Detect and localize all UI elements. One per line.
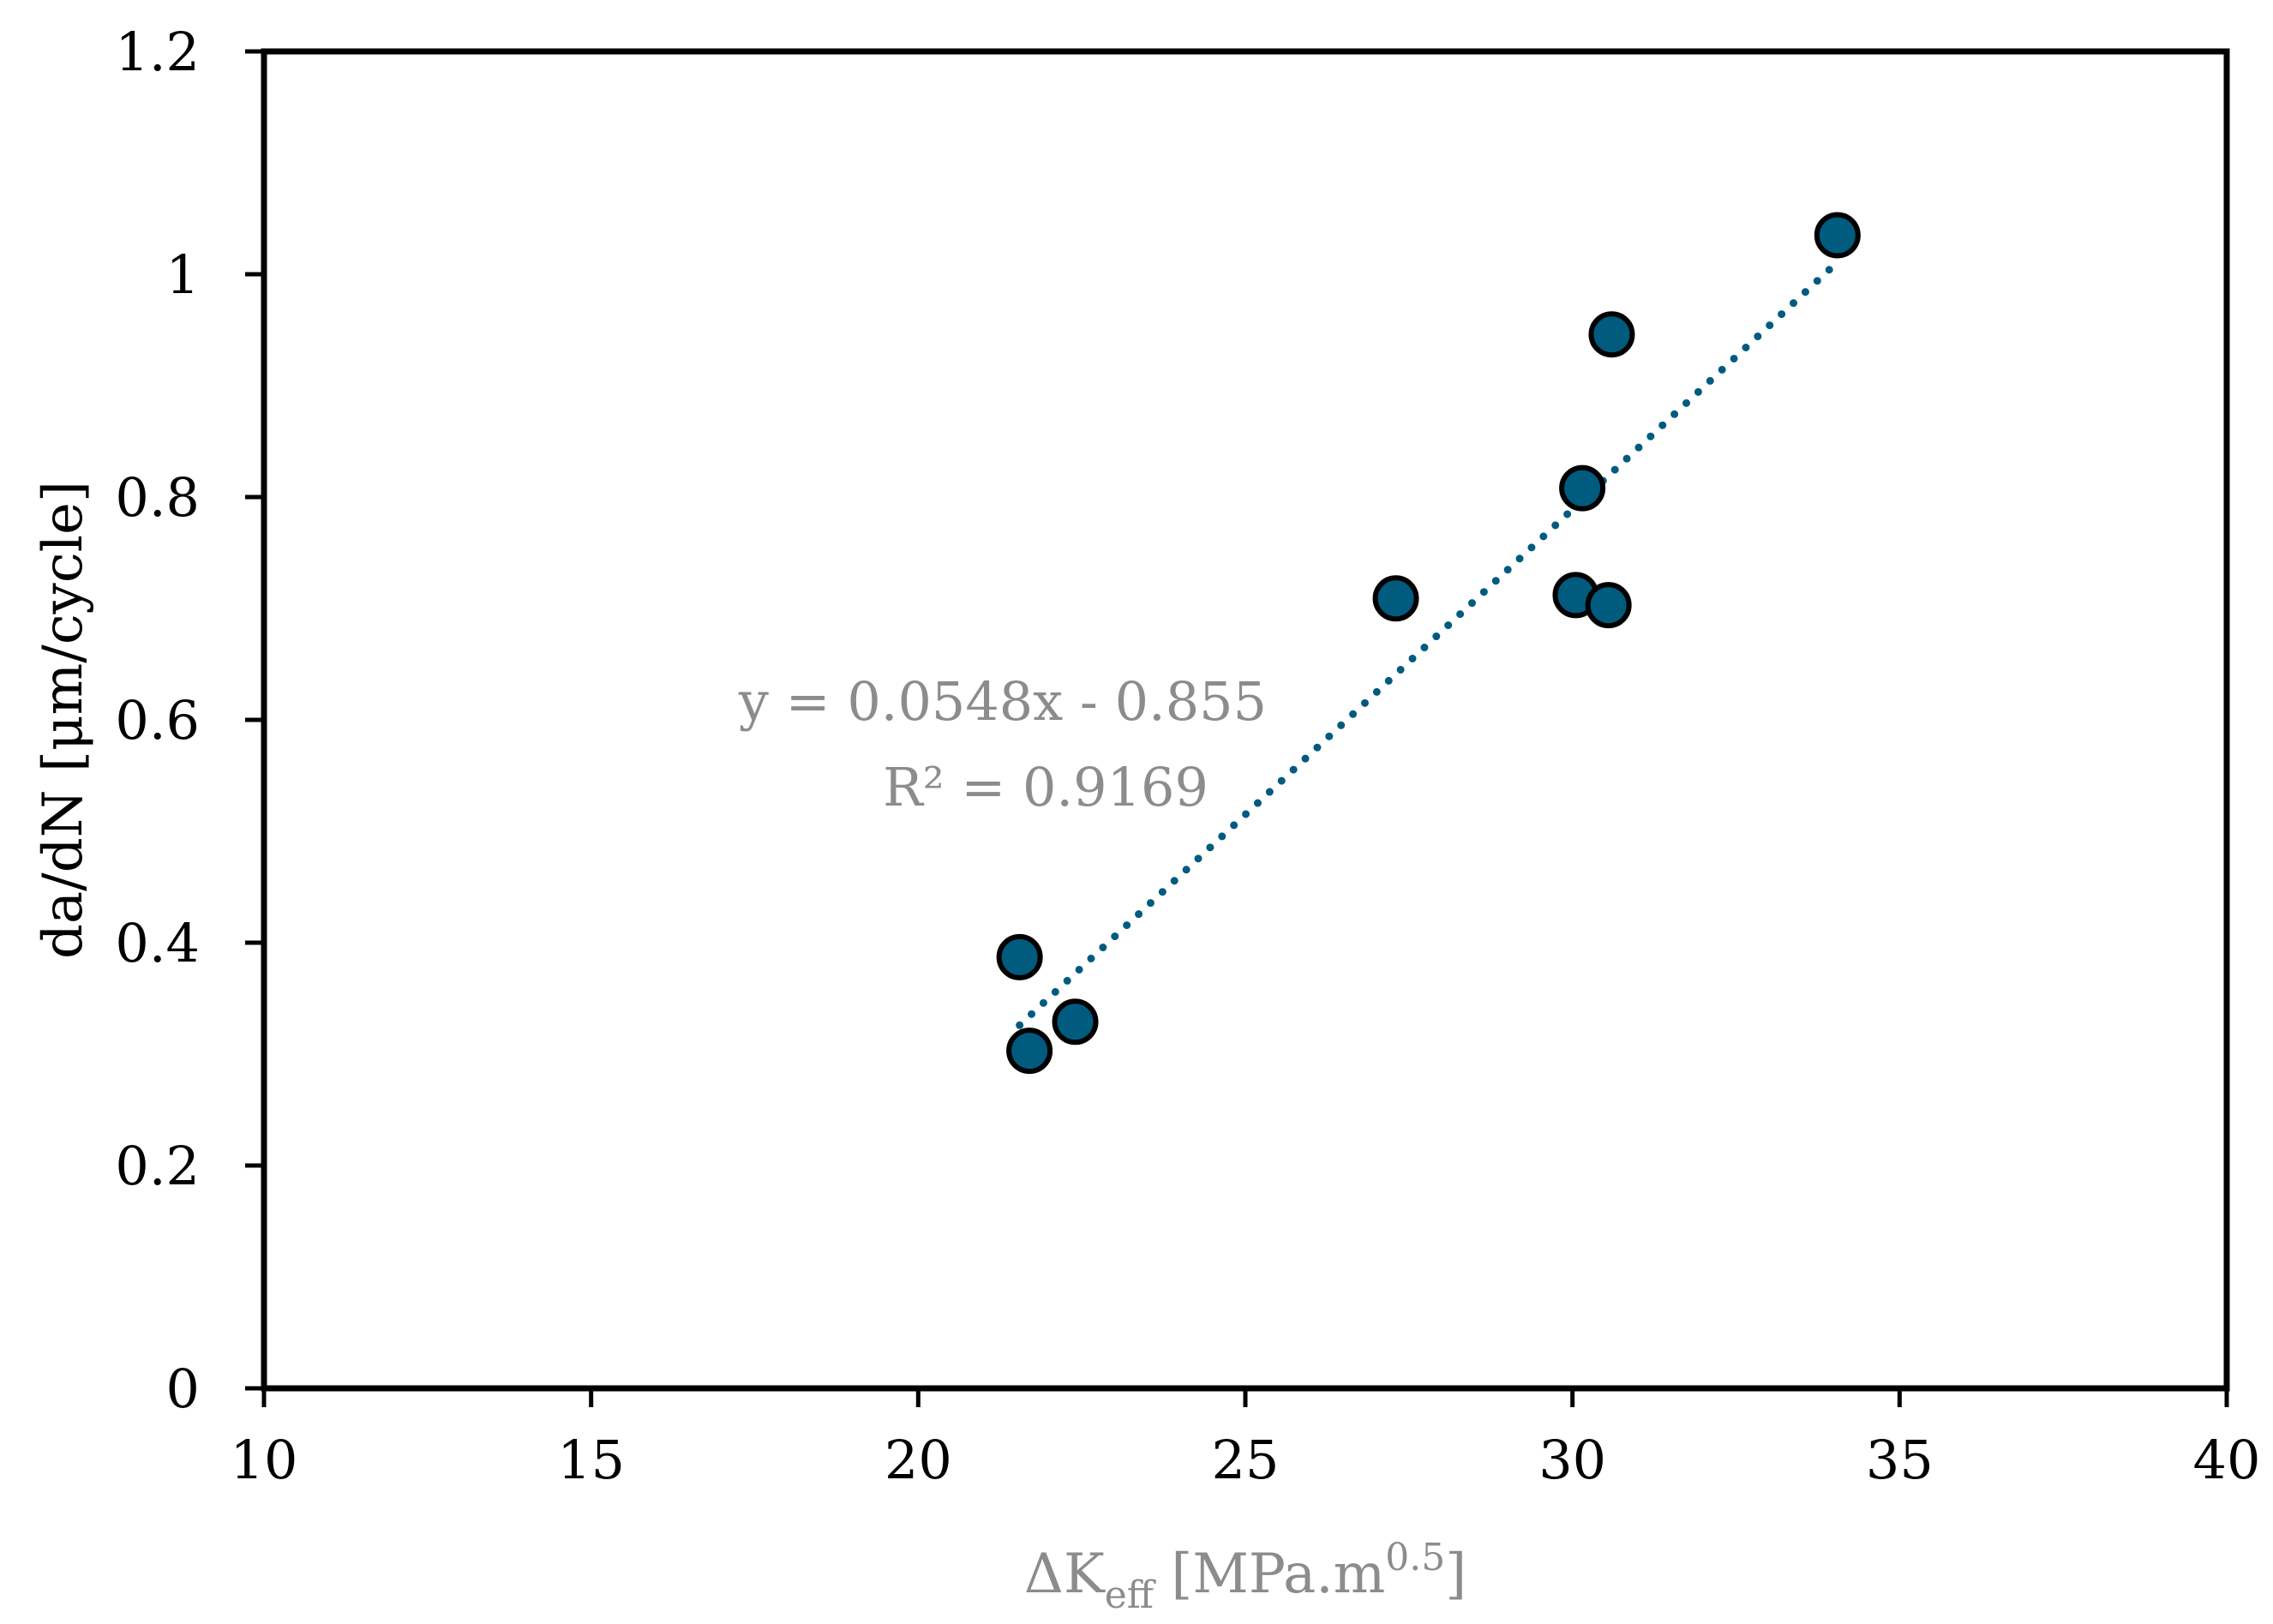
x-tick-label: 15: [557, 1429, 625, 1491]
x-tick-label: 20: [885, 1429, 952, 1491]
data-point: [996, 933, 1043, 980]
data-point: [1588, 311, 1635, 358]
x-axis-title-superscript: 0.5: [1385, 1536, 1445, 1579]
x-tick-label: 30: [1538, 1429, 1606, 1491]
y-tick-label: 1.2: [115, 21, 200, 83]
y-tick-label: 0.8: [115, 466, 200, 529]
data-point: [1814, 212, 1861, 259]
trendline-r-squared: R² = 0.9169: [883, 756, 1208, 818]
trendline-equation: y = 0.0548x - 0.855: [738, 670, 1267, 733]
x-axis-ticks: 10 15 20 25 30 35 40: [231, 1388, 2261, 1491]
y-axis-ticks: 0 0.2 0.4 0.6 0.8 1 1.2: [115, 21, 264, 1420]
x-axis-title-units: [MPa.m: [1154, 1543, 1385, 1606]
y-tick-label: 0.6: [115, 689, 200, 752]
x-tick-label: 35: [1866, 1429, 1934, 1491]
y-tick-label: 1: [166, 243, 200, 306]
x-tick-label: 10: [231, 1429, 298, 1491]
data-point: [1585, 582, 1632, 629]
x-tick-label: 40: [2193, 1429, 2261, 1491]
y-tick-label: 0: [166, 1357, 200, 1420]
x-axis-title-main: ΔK: [1024, 1543, 1106, 1606]
x-axis-title-subscript: eff: [1105, 1573, 1156, 1617]
x-axis-title: ΔKeff [MPa.m0.5]: [1024, 1536, 1467, 1617]
data-point: [1052, 998, 1099, 1046]
x-axis-title-close: ]: [1445, 1543, 1466, 1606]
data-point: [1372, 575, 1419, 622]
y-tick-label: 0.4: [115, 912, 200, 974]
x-tick-label: 25: [1212, 1429, 1280, 1491]
y-axis-title: da/dN [μm/cycle]: [32, 481, 95, 959]
data-point: [1006, 1028, 1053, 1075]
y-tick-label: 0.2: [115, 1135, 200, 1197]
data-point: [1559, 464, 1606, 512]
data-points: [996, 212, 1861, 1075]
plot-area: [261, 48, 2230, 1392]
